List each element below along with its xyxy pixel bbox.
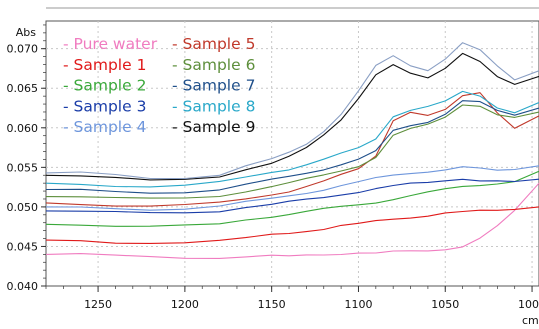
y-tick-label: 0.055 xyxy=(7,161,39,174)
x-tick-label: 1250 xyxy=(84,298,112,311)
series-line-9 xyxy=(45,90,539,188)
y-tick-label: 0.060 xyxy=(7,122,39,135)
y-tick-label: 0.070 xyxy=(7,43,39,56)
legend-entry: - Pure water xyxy=(63,35,158,53)
legend: - Pure water - Sample 1 - Sample 2 - Sample… xyxy=(63,35,255,136)
legend-entry: - Sample 6 xyxy=(172,56,255,74)
series-line-3 xyxy=(45,170,539,227)
series-line-2 xyxy=(45,206,539,244)
x-tick-label: 1050 xyxy=(431,298,459,311)
x-tick-label: 1000 xyxy=(518,298,539,311)
legend-entry: - Sample 7 xyxy=(172,77,255,95)
x-tick-label: 1150 xyxy=(258,298,286,311)
series-line-7 xyxy=(45,104,539,199)
legend-entry: - Sample 5 xyxy=(172,35,255,53)
series-line-10 xyxy=(45,52,539,181)
y-tick-label: 0.065 xyxy=(7,82,39,95)
legend-entry: - Sample 8 xyxy=(172,97,255,115)
y-tick-label: 0.050 xyxy=(7,201,39,214)
y-tick-label: 0.040 xyxy=(7,280,39,293)
series-lines xyxy=(45,42,539,259)
x-tick-label: 1100 xyxy=(344,298,372,311)
plot-area xyxy=(45,20,539,287)
legend-entry: - Sample 4 xyxy=(63,118,146,136)
legend-entry: - Sample 9 xyxy=(172,118,255,136)
series-line-4 xyxy=(45,178,539,214)
series-line-11 xyxy=(45,42,539,180)
legend-entry: - Sample 2 xyxy=(63,77,146,95)
x-tick-label: 1200 xyxy=(171,298,199,311)
y-tick-label: 0.045 xyxy=(7,240,39,253)
series-line-6 xyxy=(45,92,539,207)
y-axis: 0.040 0.045 0.050 0.055 0.060 0.065 0.070 xyxy=(7,24,46,293)
x-axis-label: cm xyxy=(522,314,539,327)
series-line-8 xyxy=(45,100,539,194)
series-line-5 xyxy=(45,165,539,211)
y-axis-label: Abs xyxy=(16,26,37,39)
legend-entry: - Sample 1 xyxy=(63,56,146,74)
legend-entry: - Sample 3 xyxy=(63,97,146,115)
series-line-1 xyxy=(45,182,539,259)
x-axis: 1250 1200 1150 1100 1050 1000 xyxy=(45,286,539,311)
